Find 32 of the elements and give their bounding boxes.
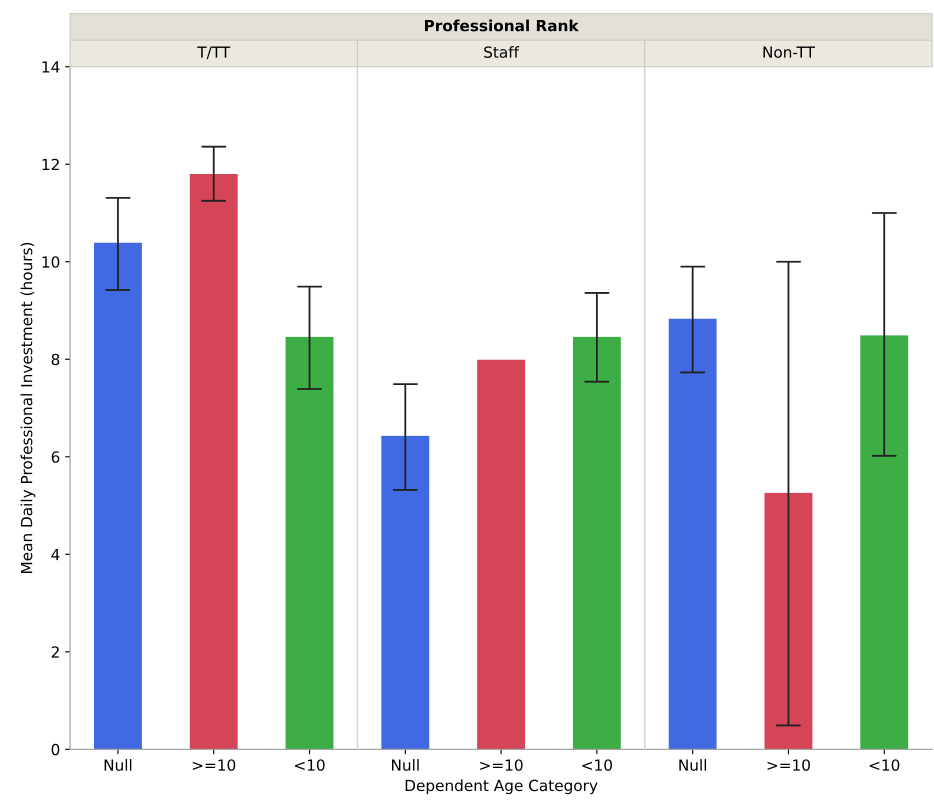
- bar: [477, 360, 526, 750]
- x-tick-label: >=10: [768, 759, 810, 771]
- y-tick-label: 8: [52, 354, 60, 366]
- y-axis-title: Mean Daily Professional Investment (hours): [20, 242, 36, 573]
- text: Professional Rank: [424, 20, 579, 32]
- x-tick-label: Null: [392, 759, 419, 771]
- y-tick-label: 10: [42, 256, 60, 268]
- text: T/TT: [197, 46, 230, 60]
- bar: [94, 242, 142, 750]
- bar: [286, 336, 334, 750]
- bar: [860, 335, 908, 750]
- bar: [190, 174, 238, 750]
- y-tick-label: 2: [52, 646, 59, 658]
- bar: [764, 492, 812, 750]
- text: Staff: [484, 46, 520, 58]
- x-tick-label: >=10: [480, 759, 523, 771]
- y-tick-label: 0: [52, 744, 60, 756]
- y-tick-label: 6: [52, 451, 60, 463]
- bar: [572, 336, 621, 750]
- y-tick-label: 12: [42, 158, 59, 170]
- x-tick-label: Null: [104, 759, 132, 771]
- y-tick-label: 14: [42, 61, 60, 73]
- y-tick-label: 4: [51, 548, 60, 560]
- bar: [381, 436, 430, 750]
- bar: [668, 318, 717, 750]
- x-tick-label: >=10: [192, 759, 236, 771]
- x-tick-label: <10: [295, 759, 325, 771]
- x-axis-title: Dependent Age Category: [406, 779, 598, 794]
- x-tick-label: <10: [870, 759, 900, 771]
- x-tick-label: Null: [679, 759, 706, 771]
- text: Non-TT: [763, 46, 815, 58]
- x-tick-label: <10: [582, 759, 612, 771]
